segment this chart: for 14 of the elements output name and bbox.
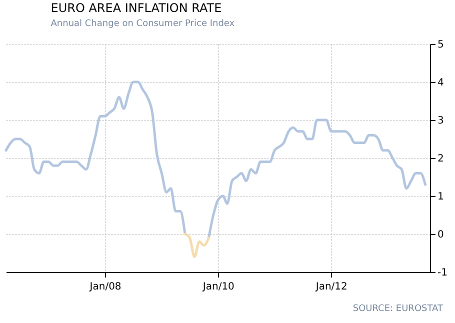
source-note: SOURCE: EUROSTAT (352, 304, 443, 314)
x-tick-label: Jan/08 (88, 282, 122, 292)
chart-subtitle: Annual Change on Consumer Price Index (50, 19, 236, 29)
line-series (184, 232, 210, 258)
y-tick-label: 0 (438, 230, 444, 240)
y-tick-label: -1 (438, 268, 448, 278)
x-tick-label: Jan/12 (314, 282, 348, 292)
chart-title: EURO AREA INFLATION RATE (50, 1, 222, 15)
x-tick-label: Jan/10 (202, 282, 234, 292)
y-tick-label: 4 (438, 78, 444, 88)
y-tick-label: 2 (438, 154, 444, 164)
y-tick-label: 1 (438, 192, 444, 202)
y-tick-label: 5 (438, 40, 444, 50)
y-tick-label: 3 (438, 116, 444, 126)
